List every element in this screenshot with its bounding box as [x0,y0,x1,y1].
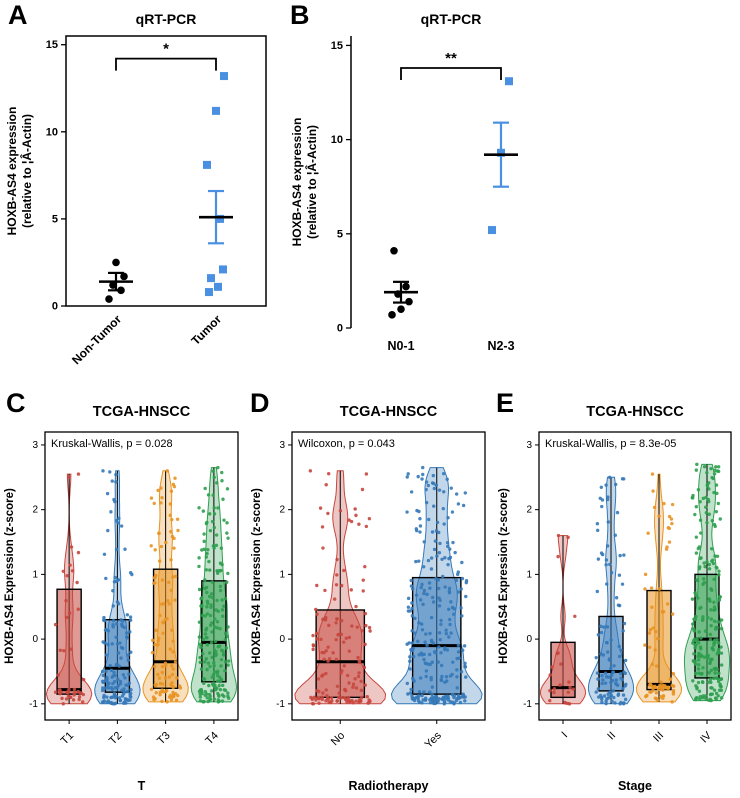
svg-text:T1: T1 [59,730,77,748]
svg-text:I: I [559,730,570,741]
svg-text:1: 1 [279,569,285,580]
svg-text:2: 2 [279,505,285,516]
svg-text:HOXB-AS4 expression: HOXB-AS4 expression [290,118,304,247]
svg-text:HOXB-AS4 Expression (z-score): HOXB-AS4 Expression (z-score) [251,488,263,664]
svg-text:TCGA-HNSCC: TCGA-HNSCC [93,404,191,420]
svg-text:0: 0 [32,634,38,645]
svg-text:**: ** [445,50,457,67]
svg-text:Non-Tumor: Non-Tumor [69,312,124,367]
svg-text:15: 15 [331,40,343,52]
svg-text:Wilcoxon, p = 0.043: Wilcoxon, p = 0.043 [298,438,395,450]
svg-text:Tumor: Tumor [188,312,224,348]
svg-text:15: 15 [46,39,58,51]
svg-text:(relative to ¦Â-Actin): (relative to ¦Â-Actin) [19,114,34,228]
svg-text:N2-3: N2-3 [487,339,514,353]
svg-text:HOXB-AS4 Expression (z-score): HOXB-AS4 Expression (z-score) [498,488,510,664]
svg-text:N0-1: N0-1 [387,339,414,353]
panel-c-violin-chart: -1 0 1 2 3 T1 T2 T3 T4 Kruskal-Wallis, p = 0.028 T… [4,404,239,793]
svg-text:5: 5 [52,213,58,225]
svg-text:*: * [163,41,169,58]
panel-letter-c: C [6,388,26,418]
svg-text:IV: IV [698,729,714,745]
svg-text:(relative to ¦Â-Actin): (relative to ¦Â-Actin) [304,125,319,239]
svg-text:0: 0 [337,323,343,335]
svg-text:5: 5 [337,228,343,240]
svg-text:qRT-PCR: qRT-PCR [421,11,482,27]
svg-text:HOXB-AS4 expression: HOXB-AS4 expression [5,107,19,236]
panel-letter-b: B [290,0,310,30]
svg-text:qRT-PCR: qRT-PCR [136,11,197,27]
svg-text:T3: T3 [155,730,173,748]
svg-text:0: 0 [279,634,285,645]
svg-text:Kruskal-Wallis, p = 0.028: Kruskal-Wallis, p = 0.028 [51,438,173,450]
svg-text:Stage: Stage [618,779,652,793]
svg-text:2: 2 [526,505,532,516]
svg-text:0: 0 [526,634,532,645]
panel-d-violin-chart: -1 0 1 2 3 No Yes Wilcoxon, p = 0.043 TCGA-HNSCC… [251,404,486,793]
svg-text:HOXB-AS4 Expression (z-score): HOXB-AS4 Expression (z-score) [4,488,16,664]
panel-letter-d: D [250,388,270,418]
svg-text:T4: T4 [203,730,221,748]
svg-text:T2: T2 [107,730,125,748]
svg-text:3: 3 [526,440,532,451]
svg-text:Kruskal-Wallis, p = 8.3e-05: Kruskal-Wallis, p = 8.3e-05 [545,438,676,450]
svg-text:T: T [138,779,146,793]
svg-text:1: 1 [32,569,38,580]
panel-letter-a: A [8,0,28,30]
svg-text:Yes: Yes [423,729,445,751]
svg-text:3: 3 [279,440,285,451]
svg-text:TCGA-HNSCC: TCGA-HNSCC [340,404,438,420]
svg-text:10: 10 [46,126,58,138]
svg-text:III: III [651,730,666,745]
svg-text:-1: -1 [523,699,532,710]
svg-text:No: No [329,730,347,748]
svg-text:1: 1 [526,569,532,580]
panel-b-scatter-chart: 0 5 10 15 qRT-PCR HOXB-AS4 expression (relativ… [290,11,518,353]
svg-text:-1: -1 [29,699,38,710]
svg-text:Radiotherapy: Radiotherapy [349,779,429,793]
svg-text:II: II [605,730,618,743]
svg-text:-1: -1 [276,699,285,710]
svg-text:10: 10 [331,134,343,146]
svg-text:3: 3 [32,440,38,451]
svg-text:2: 2 [32,505,38,516]
svg-text:TCGA-HNSCC: TCGA-HNSCC [586,404,684,420]
panel-letter-e: E [496,388,515,418]
svg-text:0: 0 [52,301,58,313]
panel-a-scatter-chart: 0 5 10 15 qRT-PCR HOXB-AS4 expression (relativ… [5,11,267,367]
